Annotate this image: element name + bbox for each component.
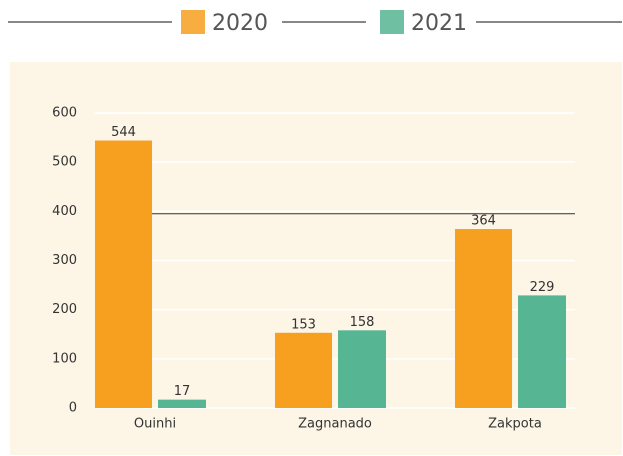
legend-label: 2021 [411,11,467,36]
legend-swatch [380,10,404,34]
data-label: 158 [350,315,375,330]
legend-label: 2020 [212,11,268,36]
y-tick-label: 500 [52,155,77,170]
data-label: 17 [174,384,191,399]
y-tick-label: 600 [52,106,77,121]
bar [338,330,386,408]
y-tick-label: 400 [52,204,77,219]
x-tick-label: Ouinhi [134,417,176,432]
y-tick-label: 200 [52,302,77,317]
bar [158,399,206,408]
data-label: 153 [291,317,316,332]
bar [518,295,566,408]
data-label: 544 [111,125,136,140]
data-label: 364 [471,214,496,229]
legend-swatch [181,10,205,34]
bar [455,229,512,408]
y-tick-label: 100 [52,351,77,366]
x-tick-label: Zakpota [488,417,542,432]
bar [275,332,332,408]
y-tick-label: 300 [52,253,77,268]
data-label: 229 [530,280,555,295]
y-tick-label: 0 [69,401,77,416]
x-tick-label: Zagnanado [298,417,372,432]
bar [95,140,152,409]
